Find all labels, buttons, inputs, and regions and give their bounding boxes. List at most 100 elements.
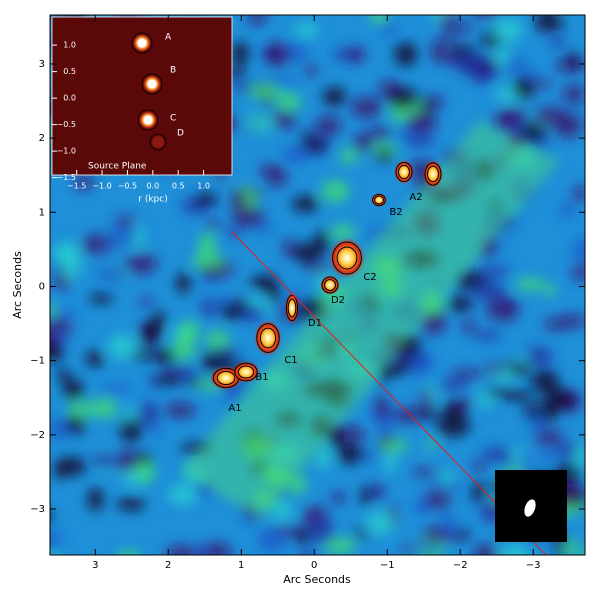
noise-blob: [330, 224, 356, 240]
noise-blob: [531, 411, 545, 436]
noise-blob: [375, 394, 389, 419]
psf: [524, 499, 536, 517]
contour: [287, 298, 297, 318]
noise-blob: [131, 348, 152, 361]
noise-blob: [509, 448, 525, 467]
noise-blob: [473, 330, 502, 341]
noise-blob: [444, 31, 456, 47]
noise-blob: [545, 387, 573, 411]
noise-blob: [437, 470, 457, 486]
noise-blob: [473, 459, 485, 472]
noise-blob: [165, 545, 198, 555]
noise-blob: [50, 309, 80, 318]
noise-blob: [232, 205, 265, 228]
noise-blob: [436, 413, 471, 438]
lensed-image: [285, 292, 299, 324]
noise-blob: [492, 18, 523, 43]
image-label: D1: [308, 318, 322, 329]
noise-blob: [275, 526, 306, 536]
contour: [424, 162, 442, 186]
contour: [395, 161, 413, 183]
noise-blob: [485, 499, 497, 522]
noise-blob: [322, 86, 347, 107]
noise-blob: [210, 346, 239, 356]
noise-blob: [331, 491, 345, 505]
noise-blob: [244, 111, 274, 134]
contour: [336, 246, 358, 270]
noise-blob: [125, 253, 158, 274]
noise-blob: [450, 369, 484, 379]
noise-blob: [414, 499, 432, 514]
y-tick-label: −3: [30, 504, 45, 515]
noise-blob: [573, 443, 585, 469]
noise-blob: [292, 242, 322, 264]
inset-y-tick-label: 0.5: [63, 67, 76, 76]
y-tick-label: 3: [39, 59, 45, 70]
noise-blob: [50, 318, 73, 338]
noise-blob: [371, 487, 385, 496]
source: [132, 33, 152, 53]
lensed-image: [320, 275, 340, 295]
noise-blob: [271, 110, 296, 130]
noise-blob: [100, 383, 132, 393]
noise-blob: [91, 452, 119, 469]
noise-blob: [514, 277, 545, 291]
inset-x-tick-label: −1.0: [92, 182, 111, 191]
noise-blob: [137, 401, 160, 428]
noise-blob: [119, 417, 143, 443]
contour: [321, 276, 339, 294]
noise-blob: [471, 481, 485, 505]
noise-blob: [291, 195, 319, 213]
inset-x-tick-label: 0.0: [146, 182, 159, 191]
noise-blob: [275, 92, 302, 111]
noise-blob: [485, 364, 502, 375]
noise-blob: [533, 79, 552, 88]
noise-blob: [350, 96, 383, 118]
inset-y-tick-label: −1.0: [57, 147, 76, 156]
noise-blob: [462, 319, 476, 334]
noise-blob: [543, 318, 569, 330]
noise-blob: [244, 306, 263, 321]
source: [138, 110, 158, 130]
noise-blob: [281, 145, 312, 164]
noise-blob: [50, 531, 63, 552]
image-label: C2: [363, 272, 376, 283]
noise-blob: [393, 42, 418, 67]
lensed-image: [254, 320, 282, 356]
contour: [234, 362, 258, 382]
noise-blob: [447, 296, 474, 312]
noise-blob: [525, 346, 553, 367]
noise-blob: [200, 297, 216, 319]
noise-blob: [485, 387, 516, 398]
noise-blob: [107, 333, 138, 360]
noise-blob: [191, 253, 224, 269]
noise-blob: [205, 220, 221, 229]
noise-blob: [504, 56, 528, 72]
noise-blob: [90, 398, 118, 419]
noise-blob: [249, 277, 263, 287]
noise-blob: [136, 457, 155, 484]
noise-blob: [375, 148, 393, 162]
noise-blob: [457, 22, 471, 35]
noise-blob: [230, 66, 245, 79]
noise-blob: [50, 342, 64, 362]
noise-blob: [535, 106, 566, 124]
inset-x-tick-label: −0.5: [118, 182, 137, 191]
x-tick-label: −1: [380, 560, 395, 571]
noise-blob: [164, 402, 196, 418]
inset-y-tick-label: 0.0: [63, 94, 76, 103]
noise-blob: [50, 511, 54, 522]
noise-blob: [84, 350, 105, 367]
noise-blob: [549, 36, 566, 48]
noise-blob: [54, 242, 79, 251]
noise-blob: [65, 414, 85, 436]
x-tick-label: 2: [165, 560, 171, 571]
noise-blob: [118, 448, 138, 473]
noise-blob: [431, 38, 447, 64]
contour: [256, 323, 280, 353]
noise-blob: [457, 528, 470, 541]
noise-blob: [87, 487, 104, 512]
noise-blob: [380, 439, 409, 452]
noise-blob: [116, 497, 146, 511]
noise-blob: [411, 542, 443, 554]
